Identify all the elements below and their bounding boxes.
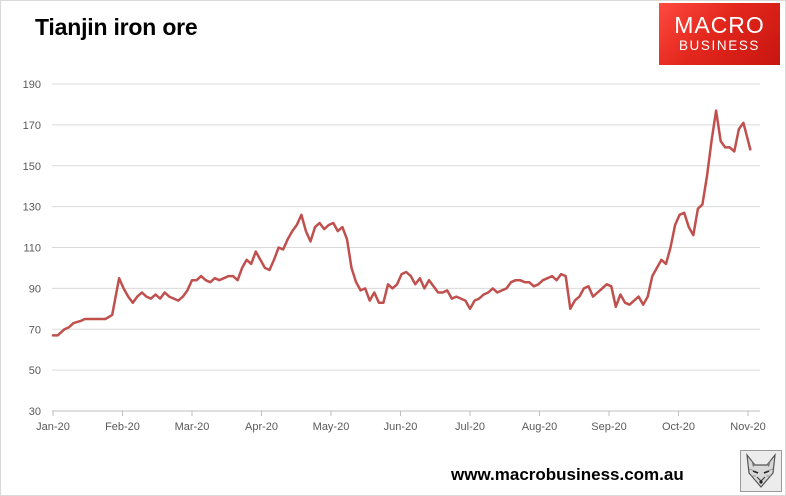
x-tick-label: Jan-20: [36, 421, 70, 433]
x-tick-label: Aug-20: [522, 421, 557, 433]
x-tick-label: Jun-20: [384, 421, 418, 433]
y-tick-label: 150: [23, 161, 41, 173]
x-tick-label: Jul-20: [455, 421, 485, 433]
series-line-tianjin-iron-ore: [51, 109, 752, 337]
y-tick-label: 70: [29, 324, 41, 336]
x-tick-label: Apr-20: [245, 421, 278, 433]
x-axis-ticks: Jan-20 Feb-20 Mar-20 Apr-20 May-20 Jun-20 Jul-…: [36, 411, 766, 433]
y-tick-label: 110: [23, 243, 41, 255]
series-group: [51, 109, 752, 337]
fox-face-icon: [740, 450, 782, 492]
x-tick-label: Nov-20: [730, 421, 765, 433]
y-tick-label: 50: [29, 365, 41, 377]
y-tick-label: 130: [23, 202, 41, 214]
macrobusiness-logo: MACRO BUSINESS: [659, 3, 780, 65]
grid-lines: [52, 83, 760, 371]
x-tick-label: Mar-20: [175, 421, 210, 433]
y-tick-label: 90: [29, 283, 41, 295]
logo-line-1: MACRO: [674, 12, 765, 38]
y-axis-ticks: 30 50 70 90 110 130 150 170 190: [23, 79, 41, 418]
x-tick-label: May-20: [313, 421, 350, 433]
page-title: Tianjin iron ore: [35, 14, 198, 40]
x-tick-label: Sep-20: [591, 421, 626, 433]
website-url[interactable]: www.macrobusiness.com.au: [451, 465, 684, 484]
x-tick-label: Oct-20: [662, 421, 695, 433]
y-tick-label: 170: [23, 120, 41, 132]
y-tick-label: 30: [29, 406, 41, 418]
x-tick-label: Feb-20: [105, 421, 140, 433]
logo-line-2: BUSINESS: [678, 38, 761, 53]
y-tick-label: 190: [23, 79, 41, 91]
